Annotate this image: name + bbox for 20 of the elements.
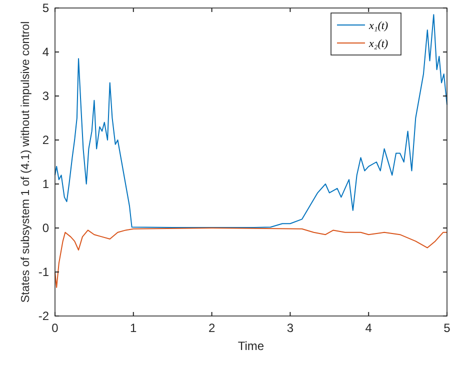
x-axis-title: Time xyxy=(238,339,264,353)
y-axis-title: States of subsystem 1 of (4.1) without impulsive control xyxy=(20,21,32,303)
x-tick-label: 4 xyxy=(365,321,372,335)
y-tick-label: 4 xyxy=(42,45,50,59)
y-tick-label: 5 xyxy=(42,1,50,15)
y-tick-label: -2 xyxy=(38,309,50,323)
x-tick-label: 1 xyxy=(130,321,138,335)
y-tick-label: 2 xyxy=(42,133,50,147)
x-tick-label: 5 xyxy=(444,321,451,335)
legend-label: x₁(t) xyxy=(368,20,388,32)
y-tick-label: 0 xyxy=(42,221,50,235)
x-tick-label: 0 xyxy=(52,321,59,335)
x-tick-label: 2 xyxy=(208,321,216,335)
legend-label: x₂(t) xyxy=(368,38,388,50)
line-series xyxy=(54,228,448,288)
x-tick-label: 3 xyxy=(286,321,294,335)
y-tick-label: 1 xyxy=(42,177,50,191)
line-series xyxy=(54,14,448,228)
y-tick-label: -1 xyxy=(38,265,50,279)
y-tick-label: 3 xyxy=(42,89,50,103)
